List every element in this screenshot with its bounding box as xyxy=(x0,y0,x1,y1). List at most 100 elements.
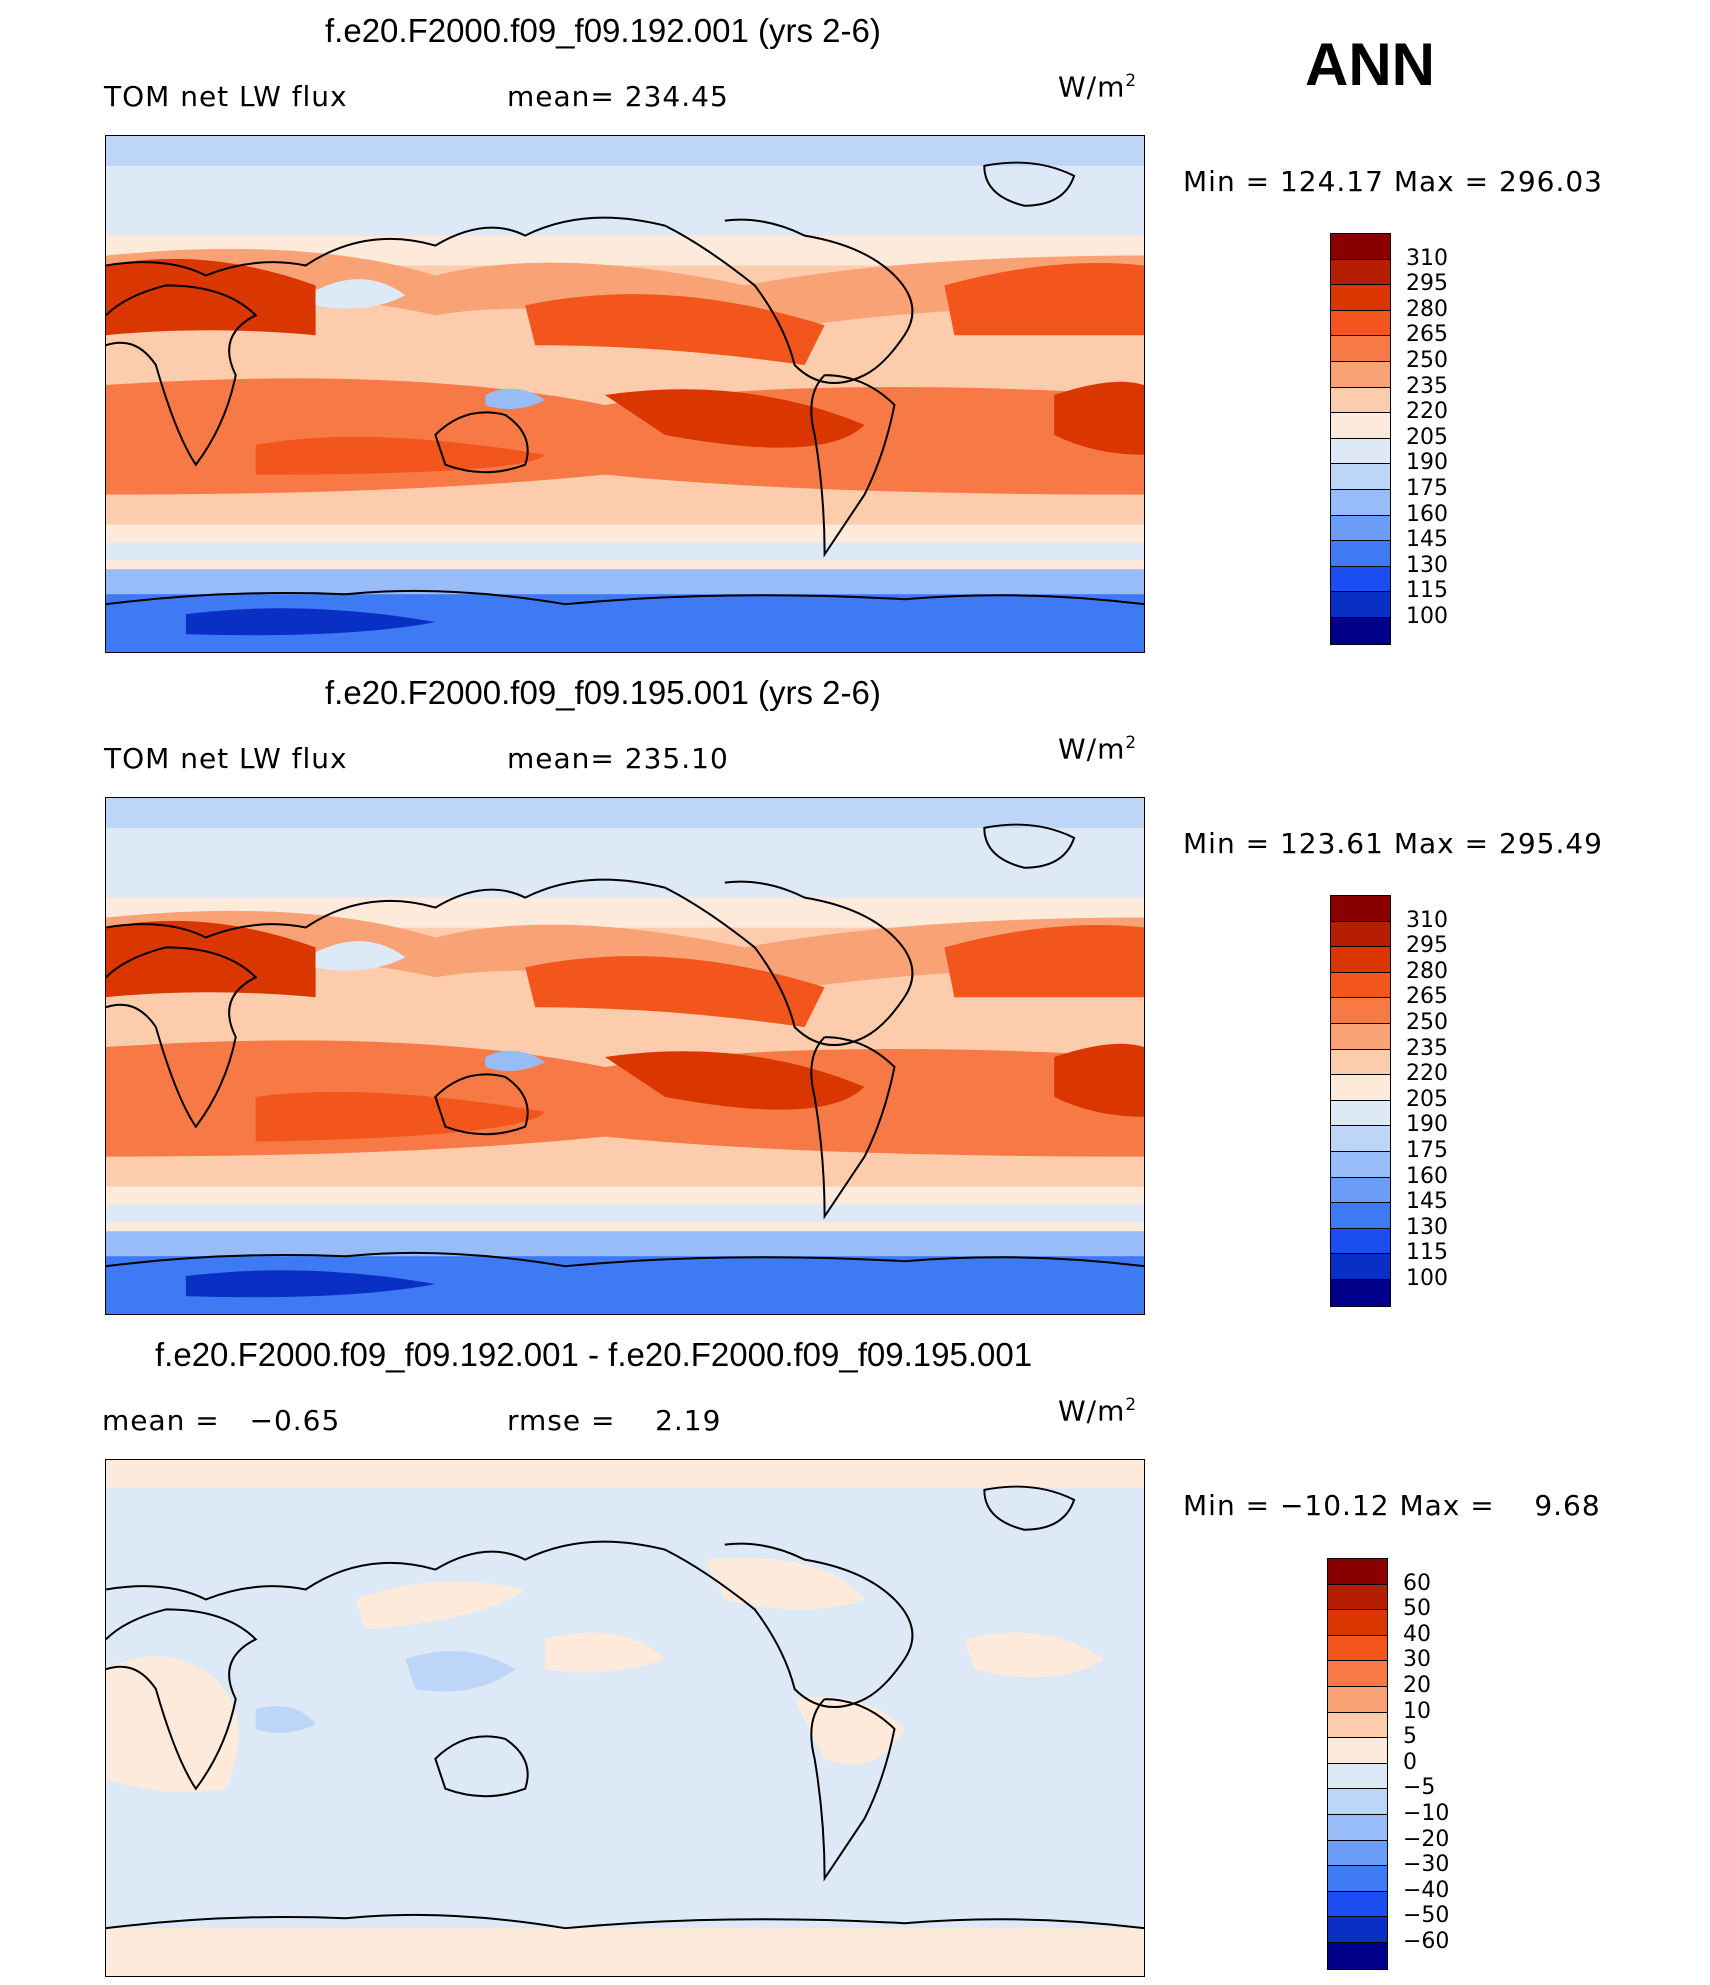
panel2-map xyxy=(105,797,1145,1315)
map2-antarctic-core xyxy=(185,1270,436,1298)
panel1-colorbar-label: 115 xyxy=(1406,578,1448,604)
panel3-colorbar-label: 0 xyxy=(1403,1749,1417,1775)
map2-south-band xyxy=(106,1204,1144,1223)
map1-arctic xyxy=(106,136,1144,166)
panel3-colorbar-swatch xyxy=(1328,1712,1387,1739)
panel2-units: W/m2 xyxy=(1058,732,1138,766)
panel1-colorbar-swatch xyxy=(1331,464,1390,490)
map1-south-band xyxy=(106,542,1144,561)
panel2-colorbar-label: 100 xyxy=(1406,1266,1448,1291)
map2-spac xyxy=(605,1051,865,1110)
panel3-colorbar-label: −60 xyxy=(1403,1929,1450,1954)
panel1-colorbar-label: 220 xyxy=(1406,399,1448,425)
map2-warmpool xyxy=(485,1050,546,1071)
panel3-colorbar-label: 40 xyxy=(1403,1621,1431,1647)
panel3-colorbar-label: −50 xyxy=(1403,1903,1450,1929)
panel3-colorbar-label: −20 xyxy=(1403,1826,1450,1852)
map2-sahara xyxy=(106,920,316,998)
map1-coastlines xyxy=(106,161,1144,606)
panel1-colorbar-swatch xyxy=(1331,566,1390,593)
map1-npac xyxy=(525,294,825,366)
panel1-map xyxy=(105,135,1145,653)
panel1-minmax: Min = 124.17 Max = 296.03 xyxy=(1183,165,1603,198)
panel2-colorbar xyxy=(1330,895,1391,1307)
panel1-colorbar-swatch xyxy=(1331,617,1390,644)
panel1-colorbar-label: 205 xyxy=(1406,424,1448,450)
panel2-colorbar-label: 235 xyxy=(1406,1035,1448,1061)
panel1-colorbar-label: 235 xyxy=(1406,373,1448,399)
panel3-colorbar-swatch xyxy=(1328,1866,1387,1892)
panel2-minmax: Min = 123.61 Max = 295.49 xyxy=(1183,827,1603,860)
panel3-colorbar-swatch xyxy=(1328,1661,1387,1687)
panel3-colorbar-label: −30 xyxy=(1403,1852,1450,1878)
panel3-mean: mean = −0.65 xyxy=(102,1404,341,1437)
panel3-colorbar-swatch xyxy=(1328,1917,1387,1943)
panel2-colorbar-swatch xyxy=(1331,1203,1390,1229)
panel1-title: f.e20.F2000.f09_f09.192.001 (yrs 2-6) xyxy=(325,12,881,49)
panel2-colorbar-label: 250 xyxy=(1406,1010,1448,1035)
map3-antarctica xyxy=(106,1928,1144,1976)
panel1-colorbar-label: 190 xyxy=(1406,450,1448,476)
panel1-colorbar-label: 130 xyxy=(1406,552,1448,578)
panel2-colorbar-swatch xyxy=(1331,1100,1390,1127)
map1-south-mid xyxy=(106,494,1144,525)
map2-coastlines xyxy=(106,823,1144,1268)
panel3-colorbar-label: 50 xyxy=(1403,1596,1431,1622)
panel2-colorbar-swatch xyxy=(1331,1126,1390,1152)
panel1-units: W/m2 xyxy=(1058,70,1138,104)
map2-natl xyxy=(944,925,1144,998)
panel3-colorbar-swatch xyxy=(1328,1686,1387,1713)
panel3-map-svg xyxy=(106,1460,1144,1976)
panel2-colorbar-swatch xyxy=(1331,1279,1390,1306)
map2-satl xyxy=(1054,1043,1144,1117)
panel1-colorbar-swatch xyxy=(1331,310,1390,337)
panel1-colorbar-swatch xyxy=(1331,438,1390,465)
panel3-colorbar-swatch xyxy=(1328,1584,1387,1611)
map3-arctic xyxy=(106,1460,1144,1488)
panel1-mean: mean= 234.45 xyxy=(507,80,729,113)
panel3-colorbar-label: −5 xyxy=(1403,1775,1436,1801)
panel1-colorbar-swatch xyxy=(1331,336,1390,362)
map1-subtropic-n xyxy=(106,248,1144,336)
panel3-colorbar-swatch xyxy=(1328,1840,1387,1867)
panel2-colorbar-label: 220 xyxy=(1406,1061,1448,1087)
panel2-colorbar-swatch xyxy=(1331,1228,1390,1255)
panel2-colorbar-label: 205 xyxy=(1406,1086,1448,1112)
panel1-colorbar xyxy=(1330,233,1391,645)
panel1-colorbar-label: 265 xyxy=(1406,322,1448,348)
panel3-units: W/m2 xyxy=(1058,1394,1138,1428)
map2-arctic xyxy=(106,798,1144,828)
panel2-colorbar-swatch xyxy=(1331,1075,1390,1101)
map3-pacific-warm xyxy=(545,1632,665,1673)
panel3-colorbar-label: −10 xyxy=(1403,1801,1450,1826)
panel2-colorbar-swatch xyxy=(1331,921,1390,948)
map1-indian xyxy=(255,436,546,475)
map1-natl xyxy=(944,263,1144,336)
panel3-colorbar-swatch xyxy=(1328,1610,1387,1636)
map2-antarctic-edge xyxy=(106,1231,1144,1262)
panel3-colorbar-label: 10 xyxy=(1403,1698,1431,1724)
map3-coastlines xyxy=(106,1485,1144,1930)
panel1-variable: TOM net LW flux xyxy=(104,80,348,113)
map1-spac xyxy=(605,389,865,448)
panel3-colorbar-swatch xyxy=(1328,1891,1387,1918)
panel1-colorbar-label: 100 xyxy=(1406,604,1448,629)
panel1-colorbar-label: 295 xyxy=(1406,271,1448,297)
map3-asia-warm xyxy=(355,1581,526,1630)
panel2-colorbar-label: 265 xyxy=(1406,984,1448,1010)
map1-antarctic-core xyxy=(185,608,436,636)
panel2-colorbar-label: 310 xyxy=(1406,907,1448,933)
season-label: ANN xyxy=(1305,31,1435,98)
panel1-colorbar-label: 280 xyxy=(1406,296,1448,322)
map3-warmpool-cool xyxy=(405,1651,516,1692)
map1-tibet xyxy=(315,279,406,309)
panel1-colorbar-swatch xyxy=(1331,413,1390,439)
panel1-colorbar-swatch xyxy=(1331,285,1390,311)
panel2-variable: TOM net LW flux xyxy=(104,742,348,775)
map3-indian-cool xyxy=(255,1706,316,1733)
panel2-colorbar-swatch xyxy=(1331,1049,1390,1076)
panel1-colorbar-swatch xyxy=(1331,515,1390,542)
panel2-title: f.e20.F2000.f09_f09.195.001 (yrs 2-6) xyxy=(325,674,881,711)
panel1-colorbar-swatch xyxy=(1331,541,1390,567)
map1-sahara xyxy=(106,258,316,336)
